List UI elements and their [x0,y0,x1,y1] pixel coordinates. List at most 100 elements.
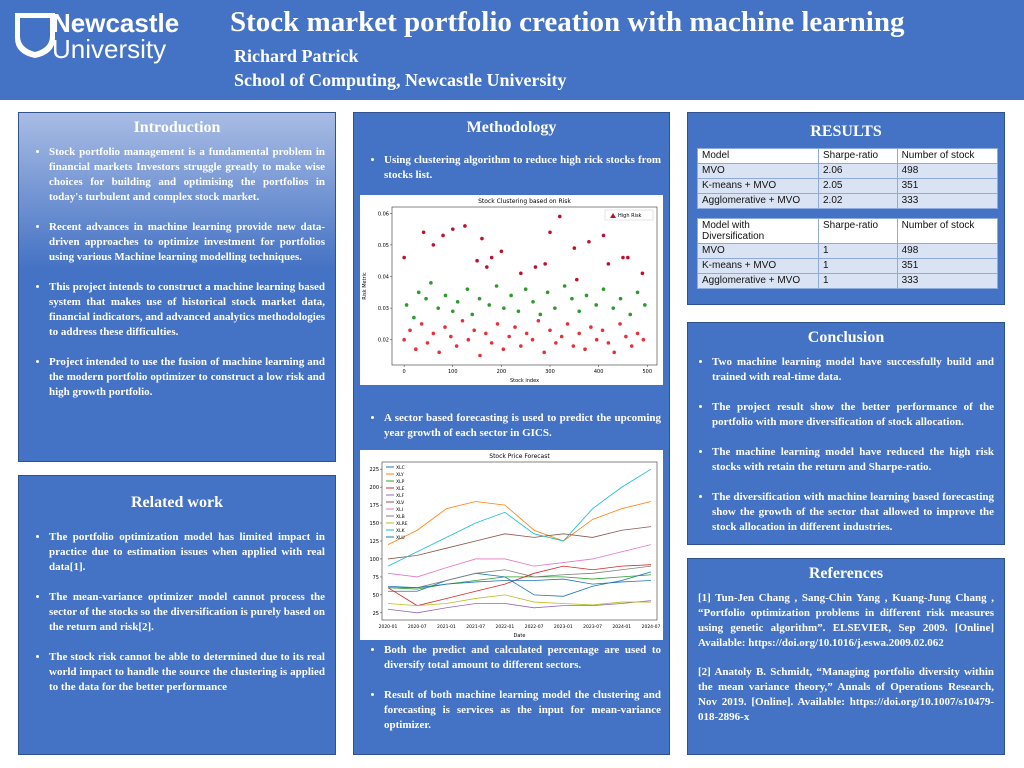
point [601,287,606,291]
point [542,350,546,355]
bullet-item: This project intends to construct a mach… [49,280,325,340]
y-tick-label: 225 [369,467,379,473]
series-line [387,468,652,567]
point [572,246,577,250]
point [437,350,441,355]
reference: [2] Anatoly B. Schmidt, “Managing portfo… [698,666,994,723]
point [414,347,418,351]
point [416,290,421,295]
point [443,293,448,298]
bullet-item: Recent advances in machine learning prov… [49,220,325,265]
cell: 498 [896,243,999,259]
legend-label: XLI [396,507,403,513]
cell: 333 [896,273,999,289]
point [431,243,436,247]
y-tick-label: 0.02 [378,338,389,344]
point [519,344,523,348]
point [404,303,409,307]
header-cell: Number of stock [896,218,999,244]
x-tick-label: 500 [643,369,653,375]
legend-label: XLRE [396,521,408,527]
legend-label: XLP [396,479,405,485]
point [436,306,440,310]
point [412,315,416,320]
series-line [387,578,652,589]
bullet-item: The mean-variance optimizer model cannot… [49,590,325,635]
point [635,331,640,336]
x-tick-label: 2024-01 [612,624,631,630]
point [594,303,599,307]
scatter-chart: Stock Clustering based on Risk 0.02 0.03 0.… [360,195,663,385]
point [570,296,574,301]
introduction: Introduction Stock portfolio management … [18,112,336,462]
point [562,284,567,288]
title: Stock market portfolio creation with mac… [230,6,905,38]
cell: 1 [818,258,898,274]
heading: Conclusion [807,329,885,346]
x-tick-label: 2024-07 [642,624,661,630]
point [489,341,494,345]
legend-label: XLY [396,472,404,478]
plot-frame [391,206,658,366]
point [594,337,599,342]
header-cell: Model with Diversification [697,218,819,244]
conclusion: Conclusion Two machine learning model ha… [687,322,1005,545]
point [548,328,552,333]
x-tick-label: 2020-07 [408,624,427,630]
x-tick-label: 2023-07 [583,624,602,630]
point [626,255,630,260]
series-line [388,565,652,589]
point [530,337,535,342]
point [554,341,558,345]
cell: 351 [896,178,999,194]
point [507,334,511,339]
point [641,337,646,342]
point [477,296,482,301]
cell: 1 [818,273,898,289]
heading: RESULTS [810,123,882,140]
bullet-item: The project result show the better perfo… [712,400,994,430]
series-line [388,571,652,597]
point [531,300,535,304]
point [502,306,506,310]
y-tick-label: 0.05 [378,243,389,249]
point [583,347,587,351]
logo-shield [15,13,55,58]
point [635,290,640,295]
point [494,284,499,288]
legend-label: XLF [396,493,405,499]
point [628,312,633,317]
header-cell: Model [697,148,819,164]
cell: 2.06 [818,163,898,179]
x-tick-label: 2021-07 [466,624,485,630]
point [643,303,647,307]
x-axis-label: Stock index [510,378,539,384]
bullet-item: Stock portfolio management is a fundamen… [49,145,325,205]
point [516,309,521,314]
point [589,325,593,329]
point [571,344,576,348]
x-tick-label: 2022-01 [495,624,514,630]
point [513,325,517,329]
y-tick-label: 150 [369,521,379,527]
point [519,271,523,276]
point [455,300,460,304]
bullet-item: Both the predict and calculated percenta… [384,643,661,673]
plot-frame [381,461,658,621]
x-tick-label: 100 [448,369,458,375]
point [557,214,562,219]
cell: 498 [896,163,999,179]
legend-box [604,209,654,221]
point [449,334,453,339]
legend-label: XLC [396,465,405,471]
point [611,306,616,310]
list: A sector based forecasting is used to pr… [354,411,671,456]
bullet-item: The diversification with machine learnin… [712,490,994,535]
point [460,318,465,323]
series-line [387,501,652,545]
point [466,337,471,342]
point [543,262,547,266]
point [402,337,406,342]
logo-line1: Newcastle [52,8,180,38]
